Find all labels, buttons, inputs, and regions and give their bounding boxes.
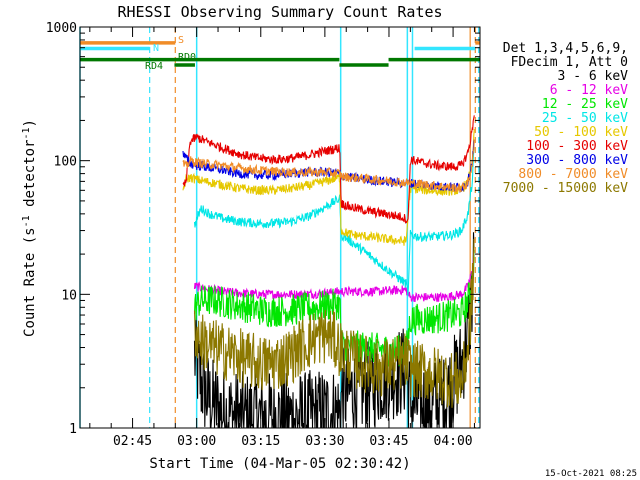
legend-entry: 7000 - 15000 keV [503, 181, 628, 196]
series-line [182, 115, 475, 224]
x-tick-labels: 02:45 03:00 03:15 03:30 03:45 04:00 [113, 434, 473, 449]
plot-frame [79, 26, 481, 429]
series-line [182, 139, 475, 193]
legend-entry: 800 - 7000 keV [518, 167, 628, 182]
x-tick-label: 04:00 [434, 434, 473, 449]
y-axis-label-end: ) [22, 119, 38, 127]
timestamp: 15-Oct-2021 08:25 [545, 469, 637, 479]
series-line [193, 238, 475, 408]
legend-entry: 100 - 300 keV [526, 139, 628, 154]
y-tick-label: 10 [61, 288, 77, 303]
rd4-label: RD4 [145, 61, 163, 72]
y-axis-label-mid: detector [22, 140, 38, 216]
y-axis-label-sup1: -1 [21, 215, 32, 227]
y-tick-labels: 1 10 100 1000 [46, 21, 77, 437]
legend-entry: 6 - 12 keV [550, 83, 628, 98]
x-tick-label: 03:30 [305, 434, 344, 449]
chart-title: RHESSI Observing Summary Count Rates [117, 3, 442, 21]
n-label: N [153, 43, 159, 54]
y-axis-label: Count Rate (s-1 detector-1) [21, 119, 38, 337]
series-line [193, 145, 475, 296]
legend-header-line1: Det 1,3,4,5,6,9, [503, 41, 628, 56]
y-tick-label: 1000 [46, 21, 77, 36]
legend-entry: 50 - 100 keV [534, 125, 628, 140]
legend-entry: 300 - 800 keV [526, 153, 628, 168]
series-line [193, 249, 475, 367]
legend-entry: 25 - 50 keV [542, 111, 628, 126]
y-axis-label-sup2: -1 [21, 127, 32, 139]
legend-header-line2: FDecim 1, Att 0 [511, 55, 628, 70]
y-tick-label: 1 [69, 422, 77, 437]
x-tick-label: 03:45 [369, 434, 408, 449]
y-tick-label: 100 [54, 155, 77, 170]
legend-entry: 3 - 6 keV [558, 69, 629, 84]
x-axis-label: Start Time (04-Mar-05 02:30:42) [149, 456, 410, 472]
x-tick-label: 02:45 [113, 434, 152, 449]
axes [79, 26, 481, 429]
annotation-labels: RD4 RD0 S N [145, 35, 196, 72]
x-tick-label: 03:15 [241, 434, 280, 449]
rd0-label: RD0 [178, 52, 196, 63]
x-tick-label: 03:00 [177, 434, 216, 449]
legend: Det 1,3,4,5,6,9, FDecim 1, Att 0 3 - 6 k… [503, 41, 628, 196]
legend-entry: 12 - 25 keV [542, 97, 628, 112]
s-label: S [178, 35, 184, 46]
y-axis-label-main: Count Rate (s [22, 227, 38, 337]
series-line [193, 250, 475, 303]
